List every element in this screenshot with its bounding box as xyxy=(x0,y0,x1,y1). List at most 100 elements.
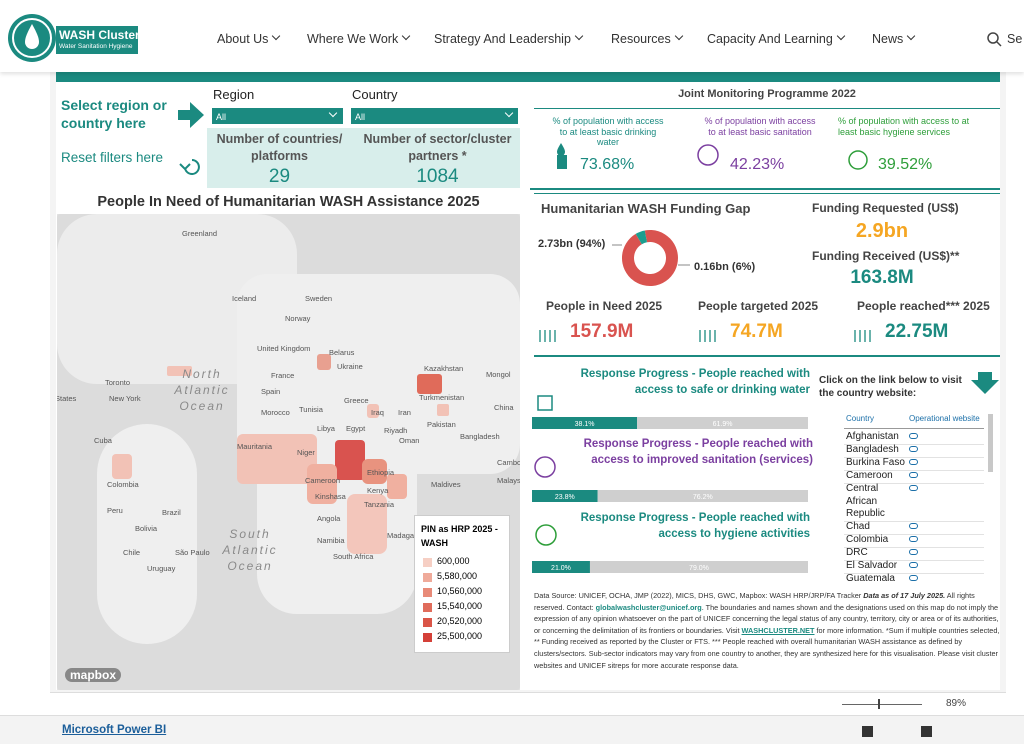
zoom-thumb[interactable] xyxy=(878,699,880,709)
country-shape[interactable] xyxy=(367,404,379,418)
map-label: Belarus xyxy=(329,348,355,357)
map-label: South Africa xyxy=(333,552,374,561)
legend-swatch xyxy=(423,558,432,567)
map-legend: PIN as HRP 2025 - WASH 600,000 5,580,000 10… xyxy=(414,515,510,653)
country-shape[interactable] xyxy=(307,464,337,504)
row-line xyxy=(844,573,984,574)
map-title: People In Need of Humanitarian WASH Assi… xyxy=(97,194,480,210)
row-line xyxy=(844,521,984,522)
nav-item[interactable]: News xyxy=(872,32,904,46)
header-line xyxy=(844,428,984,429)
people-label: People reached*** 2025 xyxy=(857,299,990,313)
country-shape[interactable] xyxy=(317,354,331,370)
jmp-value: 42.23% xyxy=(730,156,785,173)
legend-swatch xyxy=(423,633,432,642)
link-icon[interactable] xyxy=(909,446,918,452)
map-label: Greece xyxy=(344,396,369,405)
zoom-slider[interactable] xyxy=(842,704,922,705)
region-dropdown[interactable]: All xyxy=(212,108,343,124)
country-shape[interactable] xyxy=(167,366,192,376)
nav-caret xyxy=(836,31,846,41)
link-icon[interactable] xyxy=(909,536,918,542)
bottom-bar xyxy=(50,692,1006,715)
nav-bar xyxy=(0,0,1024,72)
progress-title: Response Progress - People reached with … xyxy=(580,512,810,540)
reset-filters[interactable]: Reset filters here xyxy=(61,150,164,165)
divider xyxy=(534,193,1000,194)
legend-item: 600,000 xyxy=(437,556,470,566)
jmp-title: Joint Monitoring Programme 2022 xyxy=(678,88,856,100)
header-strip xyxy=(56,72,1000,82)
row-line xyxy=(844,560,984,561)
map-label: United Kingdom xyxy=(257,344,311,353)
country-name: Colombia xyxy=(846,534,889,545)
kpi-value: 29 xyxy=(268,166,291,187)
link-icon[interactable] xyxy=(909,562,918,568)
note-text[interactable]: WASHCLUSTER.NET xyxy=(741,625,815,635)
map-label: States xyxy=(57,394,77,403)
jmp-label: % of population with access to at least … xyxy=(704,116,816,137)
note-text: All rights reserved. Contact: xyxy=(534,591,975,612)
funding-label: Funding Received (US$)** xyxy=(812,249,960,263)
country-shape[interactable] xyxy=(417,374,442,394)
link-icon[interactable] xyxy=(909,575,918,581)
nav-item[interactable]: Resources xyxy=(611,32,671,46)
link-icon[interactable] xyxy=(909,549,918,555)
people-label: People in Need 2025 xyxy=(546,299,663,313)
map-label: Pakistan xyxy=(427,420,456,429)
table-header[interactable]: Country xyxy=(846,414,875,423)
nav-item[interactable]: Capacity And Learning xyxy=(707,32,833,46)
logo-title: WASH Cluster xyxy=(59,28,140,42)
legend-swatch xyxy=(423,603,432,612)
zoom-level: 89% xyxy=(946,698,967,709)
nav-item[interactable]: Where We Work xyxy=(307,32,399,46)
country-shape[interactable] xyxy=(387,474,407,499)
divider xyxy=(534,108,1000,109)
legend-swatch xyxy=(423,618,432,627)
jmp-value: 73.68% xyxy=(580,156,635,173)
link-icon[interactable] xyxy=(909,472,918,478)
map-label: Namibia xyxy=(317,536,345,545)
legend-item: 20,520,000 xyxy=(437,616,483,626)
link-icon[interactable] xyxy=(909,459,918,465)
country-shape[interactable] xyxy=(112,454,132,479)
country-prompt: Click on the link below to visit the cou… xyxy=(819,375,962,399)
country-shape[interactable] xyxy=(237,434,317,484)
map-label: Oman xyxy=(399,436,420,445)
country-table: Country Operational website Afghanistan Ban… xyxy=(840,412,995,582)
link-icon[interactable] xyxy=(909,523,918,529)
jmp-box xyxy=(530,85,1000,190)
search-text[interactable]: Se xyxy=(1007,32,1023,46)
map-label: Libya xyxy=(317,424,335,433)
map-label: Sweden xyxy=(305,294,333,303)
map-label: Iran xyxy=(398,408,411,417)
country-name: Chad xyxy=(846,521,870,532)
map-label: Greenland xyxy=(182,229,218,238)
footer-bar xyxy=(0,715,1024,744)
map-label: Peru xyxy=(107,506,123,515)
nav-item[interactable]: Strategy And Leadership xyxy=(434,32,571,46)
map: Greenland Iceland Sweden Norway United Kingd… xyxy=(57,214,520,690)
ocean-label: South Atlantic Ocean xyxy=(222,527,278,573)
people-value: 22.75M xyxy=(885,321,949,342)
funding-label: Funding Requested (US$) xyxy=(812,201,959,215)
country-shape[interactable] xyxy=(335,440,365,480)
map-label: Bangladesh xyxy=(460,432,500,441)
scrollbar[interactable] xyxy=(988,414,993,472)
kpi-label: Number of sector/cluster partners * xyxy=(363,132,512,163)
country-dropdown[interactable]: All xyxy=(351,108,518,124)
note-text[interactable]: globalwashcluster@unicef.org xyxy=(595,602,702,612)
country-shape[interactable] xyxy=(362,459,387,484)
powerbi-link[interactable]: Microsoft Power BI xyxy=(62,724,167,736)
country-label: Country xyxy=(352,87,398,102)
map-label: Cuba xyxy=(94,436,112,445)
country-shape[interactable] xyxy=(437,404,449,416)
map-label: Mongol xyxy=(486,370,511,379)
link-icon[interactable] xyxy=(909,433,918,439)
funding-title: Humanitarian WASH Funding Gap xyxy=(541,201,751,216)
table-header[interactable]: Operational website xyxy=(909,414,980,423)
country-shape[interactable] xyxy=(347,494,387,554)
nav-item[interactable]: About Us xyxy=(217,32,269,46)
link-icon[interactable] xyxy=(909,485,918,491)
